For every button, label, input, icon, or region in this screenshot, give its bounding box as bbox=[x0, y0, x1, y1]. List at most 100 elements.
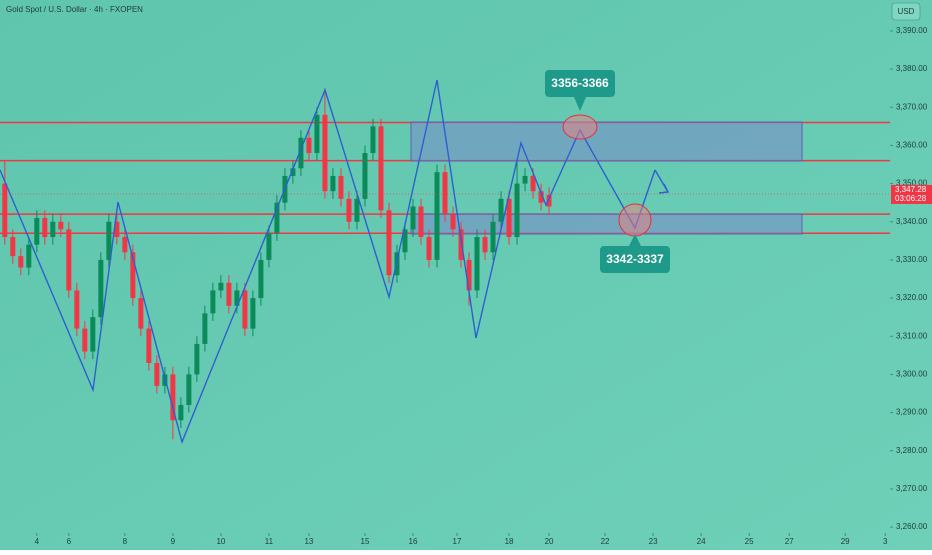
x-tick-label: 23 bbox=[649, 537, 658, 546]
candle-body bbox=[458, 229, 464, 260]
candle-body bbox=[58, 221, 64, 230]
x-tick-label: 10 bbox=[216, 537, 225, 546]
candle-body bbox=[2, 183, 8, 238]
y-tick-label: 3,330.00 bbox=[896, 255, 928, 264]
y-tick-label: 3,370.00 bbox=[896, 102, 928, 111]
candle-body bbox=[10, 237, 16, 257]
x-tick-label: 13 bbox=[304, 537, 313, 546]
candle-body bbox=[234, 290, 240, 306]
candle-body bbox=[250, 298, 256, 329]
candle-body bbox=[474, 237, 480, 291]
candle-body bbox=[298, 137, 304, 169]
candle-body bbox=[498, 198, 504, 222]
x-tick-label: 18 bbox=[505, 537, 514, 546]
candle-body bbox=[122, 237, 128, 253]
x-tick-label: 3 bbox=[883, 537, 888, 546]
y-tick-label: 3,260.00 bbox=[896, 522, 928, 531]
chart-title: Gold Spot / U.S. Dollar · 4h · FXOPEN bbox=[6, 5, 143, 14]
x-tick-label: 29 bbox=[841, 537, 850, 546]
candle-body bbox=[290, 168, 296, 176]
candle-body bbox=[514, 183, 520, 238]
candle-body bbox=[354, 198, 360, 222]
candle-body bbox=[138, 298, 144, 329]
candle-body bbox=[274, 202, 280, 234]
callout bbox=[545, 70, 615, 111]
candle-body bbox=[314, 114, 320, 154]
resistance-zone bbox=[410, 121, 803, 162]
candle-body bbox=[490, 221, 496, 253]
y-tick-label: 3,320.00 bbox=[896, 293, 928, 302]
x-tick-label: 11 bbox=[265, 537, 274, 546]
candle-body bbox=[218, 282, 224, 291]
candle-body bbox=[210, 290, 216, 314]
candle-body bbox=[266, 233, 272, 260]
y-tick-label: 3,280.00 bbox=[896, 446, 928, 455]
candle-body bbox=[442, 172, 448, 215]
candle-body bbox=[258, 259, 264, 299]
y-tick-label: 3,270.00 bbox=[896, 484, 928, 493]
candle-body bbox=[426, 237, 432, 260]
x-tick-label: 24 bbox=[697, 537, 706, 546]
candle-body bbox=[146, 328, 152, 363]
candle-body bbox=[170, 374, 176, 421]
callout-label: 3356-3366 bbox=[551, 76, 609, 90]
candle-body bbox=[338, 175, 344, 199]
y-tick-label: 3,290.00 bbox=[896, 408, 928, 417]
support-zone bbox=[410, 213, 803, 235]
candle-body bbox=[466, 259, 472, 291]
candle-body bbox=[378, 126, 384, 211]
x-tick-label: 15 bbox=[361, 537, 370, 546]
candle-body bbox=[130, 252, 136, 299]
x-tick-label: 4 bbox=[35, 537, 40, 546]
candle-body bbox=[194, 343, 200, 375]
x-tick-label: 16 bbox=[409, 537, 418, 546]
candle-body bbox=[434, 172, 440, 260]
candle-body bbox=[418, 206, 424, 238]
candle-body bbox=[26, 244, 32, 268]
candle-body bbox=[82, 328, 88, 352]
candle-body bbox=[530, 175, 536, 192]
y-tick-label: 3,390.00 bbox=[896, 26, 928, 35]
y-tick-label: 3,340.00 bbox=[896, 217, 928, 226]
x-tick-label: 6 bbox=[67, 537, 72, 546]
candle-body bbox=[322, 114, 328, 192]
candle-body bbox=[34, 217, 40, 245]
x-tick-label: 27 bbox=[785, 537, 794, 546]
y-tick-label: 3,310.00 bbox=[896, 331, 928, 340]
currency-box[interactable] bbox=[891, 2, 921, 21]
callout bbox=[600, 234, 670, 273]
candle-body bbox=[106, 221, 112, 260]
candle-body bbox=[546, 195, 552, 207]
current-price-tag bbox=[891, 184, 932, 204]
candle-body bbox=[18, 256, 24, 268]
candle-body bbox=[450, 214, 456, 230]
candle-body bbox=[386, 210, 392, 276]
candle-body bbox=[178, 404, 184, 421]
candle-body bbox=[330, 175, 336, 192]
candle-body bbox=[50, 221, 56, 238]
candle-body bbox=[226, 282, 232, 306]
currency: USD bbox=[898, 7, 915, 16]
y-tick-label: 3,360.00 bbox=[896, 141, 928, 150]
candle-body bbox=[114, 221, 120, 238]
y-tick-label: 3,380.00 bbox=[896, 64, 928, 73]
candle-body bbox=[482, 237, 488, 253]
callout-label: 3342-3337 bbox=[606, 252, 664, 266]
candle-body bbox=[402, 229, 408, 253]
target-marker bbox=[618, 203, 652, 237]
x-tick-label: 8 bbox=[123, 537, 128, 546]
candle-body bbox=[506, 198, 512, 238]
candle-body bbox=[66, 229, 72, 291]
x-tick-label: 20 bbox=[545, 537, 554, 546]
candle-body bbox=[362, 153, 368, 199]
candle-body bbox=[522, 175, 528, 184]
candle-body bbox=[242, 290, 248, 329]
candle-body bbox=[306, 137, 312, 154]
projection-arrowhead bbox=[658, 183, 670, 194]
x-tick-label: 9 bbox=[171, 537, 176, 546]
x-tick-label: 25 bbox=[745, 537, 754, 546]
countdown: 03:06:28 bbox=[895, 194, 927, 203]
candle-body bbox=[410, 206, 416, 230]
